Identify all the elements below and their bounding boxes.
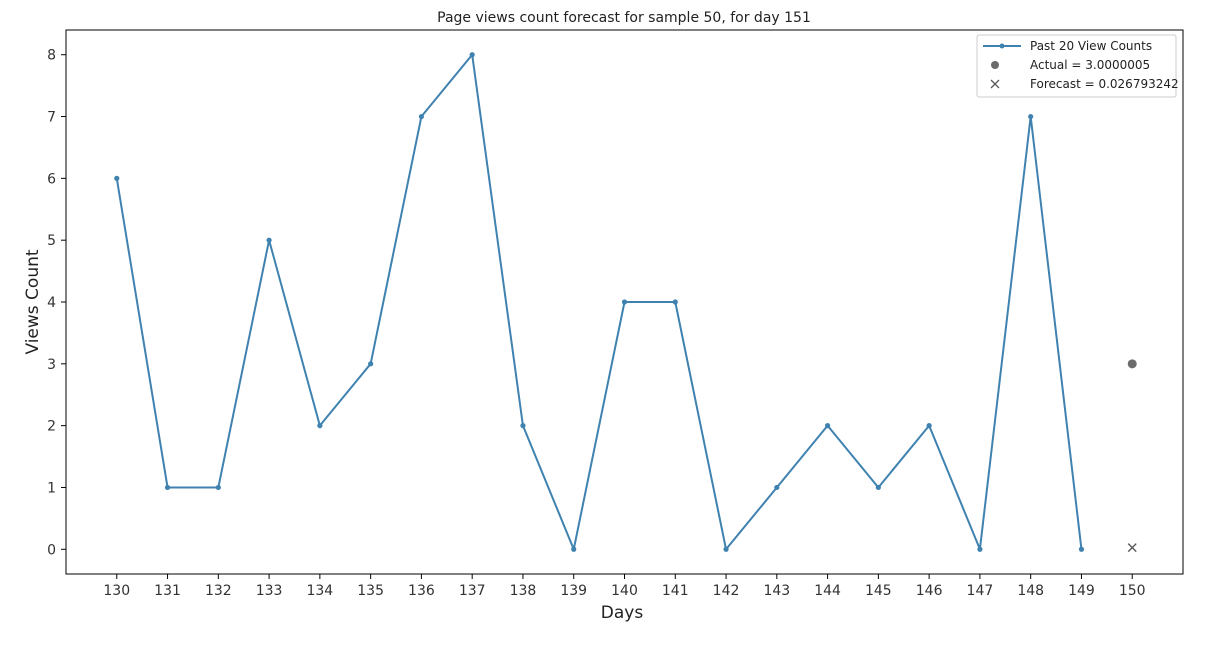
y-axis-label: Views Count bbox=[23, 249, 43, 354]
x-tick-label: 137 bbox=[459, 583, 486, 599]
series-line-past-view-counts bbox=[115, 53, 1083, 551]
x-tick-label: 146 bbox=[916, 583, 943, 599]
y-tick-label: 0 bbox=[47, 542, 56, 558]
x-tick-label: 135 bbox=[357, 583, 384, 599]
data-point-actual bbox=[1127, 359, 1137, 369]
y-axis-ticks: 0 1 2 3 4 5 6 7 8 bbox=[47, 48, 66, 558]
x-tick-label: 140 bbox=[611, 583, 638, 599]
y-tick-label: 1 bbox=[47, 480, 56, 496]
x-tick-label: 143 bbox=[763, 583, 790, 599]
legend-box bbox=[976, 34, 1177, 98]
y-tick-label: 5 bbox=[47, 233, 56, 249]
data-point-past-view-count bbox=[368, 361, 374, 367]
x-tick-label: 149 bbox=[1068, 583, 1095, 599]
data-point-past-view-count bbox=[418, 113, 425, 120]
data-point-past-view-count bbox=[774, 484, 780, 491]
data-point-past-view-count bbox=[672, 299, 678, 305]
data-point-past-view-count bbox=[875, 484, 881, 491]
y-tick-label: 3 bbox=[47, 357, 56, 373]
legend-entry-actual: Actual = 3.0000005 bbox=[1030, 58, 1150, 72]
x-axis-ticks: 130 131 132 133 134 135 136 137 138 139 140 141 142 1… bbox=[103, 574, 1146, 599]
data-point-past-view-count bbox=[215, 484, 221, 491]
x-tick-label: 148 bbox=[1017, 583, 1044, 599]
x-tick-label: 132 bbox=[205, 583, 232, 599]
data-point-past-view-count bbox=[266, 237, 272, 243]
data-point-forecast bbox=[1127, 543, 1137, 553]
x-tick-label: 141 bbox=[662, 583, 689, 599]
x-tick-label: 134 bbox=[306, 583, 333, 599]
legend-entry-forecast: Forecast = 0.026793242 bbox=[1030, 77, 1179, 91]
y-tick-label: 4 bbox=[47, 295, 56, 311]
y-tick-label: 7 bbox=[47, 110, 56, 126]
legend-entry-past-views: Past 20 View Counts bbox=[1030, 39, 1152, 53]
y-tick-label: 8 bbox=[47, 48, 56, 64]
y-tick-label: 6 bbox=[47, 171, 56, 187]
x-tick-label: 150 bbox=[1119, 583, 1146, 599]
data-point-past-view-count bbox=[824, 423, 831, 429]
data-point-past-view-count bbox=[926, 423, 932, 429]
data-point-past-view-count bbox=[317, 423, 323, 429]
data-point-past-view-count bbox=[621, 299, 628, 305]
x-tick-label: 139 bbox=[560, 583, 587, 599]
x-tick-label: 142 bbox=[713, 583, 740, 599]
x-tick-label: 130 bbox=[103, 583, 130, 599]
data-point-past-view-count bbox=[520, 423, 526, 429]
legend-dot-swatch bbox=[999, 43, 1005, 49]
x-tick-label: 144 bbox=[814, 583, 841, 599]
data-point-past-view-count bbox=[469, 52, 475, 58]
x-tick-label: 145 bbox=[865, 583, 892, 599]
x-tick-label: 131 bbox=[154, 583, 181, 599]
data-point-past-view-count bbox=[1078, 546, 1085, 552]
data-point-past-view-count bbox=[977, 546, 983, 552]
x-tick-label: 138 bbox=[510, 583, 537, 599]
x-tick-label: 147 bbox=[967, 583, 994, 599]
legend-circle-swatch bbox=[991, 61, 999, 69]
data-point-past-view-count bbox=[723, 546, 729, 552]
chart-title: Page views count forecast for sample 50,… bbox=[437, 10, 811, 26]
data-point-past-view-count bbox=[114, 175, 120, 181]
x-tick-label: 133 bbox=[256, 583, 283, 599]
y-tick-label: 2 bbox=[47, 419, 56, 435]
legend: Past 20 View Counts Actual = 3.0000005 F… bbox=[976, 34, 1179, 98]
legend-x-swatch bbox=[990, 79, 1000, 89]
x-tick-label: 136 bbox=[408, 583, 435, 599]
data-point-past-view-count bbox=[1028, 113, 1034, 120]
data-point-past-view-count bbox=[571, 546, 577, 552]
series bbox=[114, 52, 1137, 553]
x-axis-label: Days bbox=[601, 603, 644, 623]
data-point-past-view-count bbox=[164, 484, 171, 491]
